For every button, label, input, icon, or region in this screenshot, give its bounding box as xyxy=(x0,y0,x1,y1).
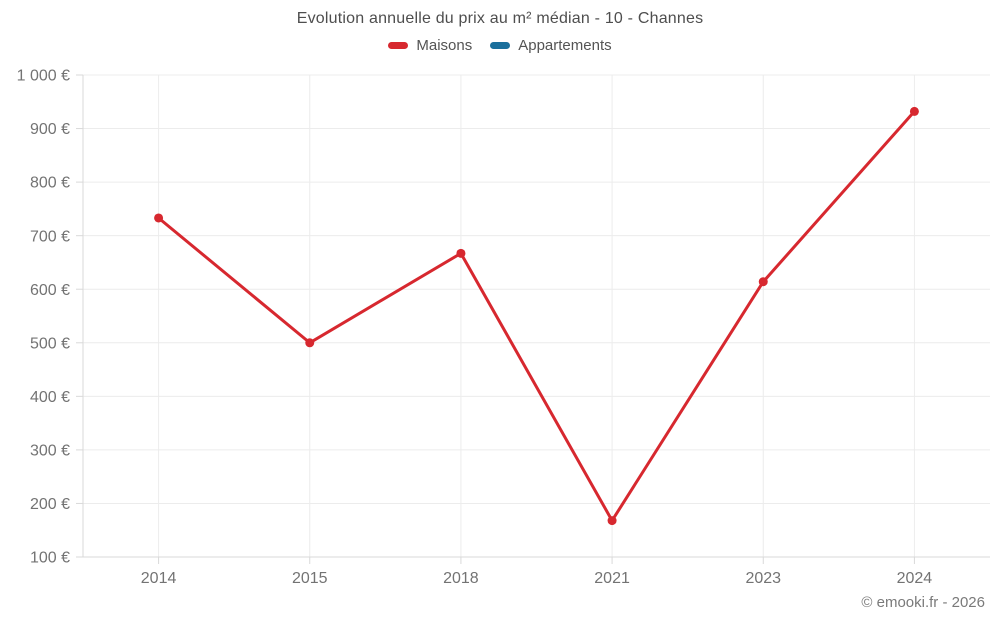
appartements-swatch-icon xyxy=(490,42,511,49)
y-tick-label: 900 € xyxy=(30,121,70,138)
chart-title: Evolution annuelle du prix au m² médian … xyxy=(296,10,704,27)
y-tick-label: 800 € xyxy=(30,175,70,192)
data-point-maisons-2021[interactable] xyxy=(607,516,617,526)
y-tick-label: 100 € xyxy=(30,550,70,567)
data-point-maisons-2014[interactable] xyxy=(154,213,164,223)
x-tick-label: 2023 xyxy=(745,570,781,587)
y-tick-label: 500 € xyxy=(30,335,70,352)
y-tick-label: 600 € xyxy=(30,282,70,299)
x-tick-label: 2021 xyxy=(594,570,630,587)
y-tick-label: 400 € xyxy=(30,389,70,406)
legend-item-appartements[interactable]: Appartements xyxy=(490,37,612,54)
y-tick-label: 700 € xyxy=(30,228,70,245)
copyright-text: © emooki.fr - 2026 xyxy=(861,594,985,611)
x-tick-label: 2014 xyxy=(141,570,177,587)
data-point-maisons-2015[interactable] xyxy=(305,338,315,348)
chart-legend: Maisons Appartements xyxy=(0,37,1000,54)
legend-item-maisons[interactable]: Maisons xyxy=(388,37,472,54)
y-tick-label: 200 € xyxy=(30,496,70,513)
data-point-maisons-2024[interactable] xyxy=(909,106,919,116)
data-point-maisons-2023[interactable] xyxy=(758,277,768,287)
x-tick-label: 2018 xyxy=(443,570,479,587)
legend-label-appartements: Appartements xyxy=(518,37,612,54)
x-tick-label: 2024 xyxy=(897,570,933,587)
data-point-maisons-2018[interactable] xyxy=(456,248,466,258)
x-tick-label: 2015 xyxy=(292,570,328,587)
chart-header: Evolution annuelle du prix au m² médian … xyxy=(0,10,1000,54)
maisons-swatch-icon xyxy=(388,42,409,49)
y-tick-label: 300 € xyxy=(30,442,70,459)
legend-label-maisons: Maisons xyxy=(416,37,473,54)
y-tick-label: 1 000 € xyxy=(17,68,70,85)
series-line-maisons xyxy=(157,109,916,523)
